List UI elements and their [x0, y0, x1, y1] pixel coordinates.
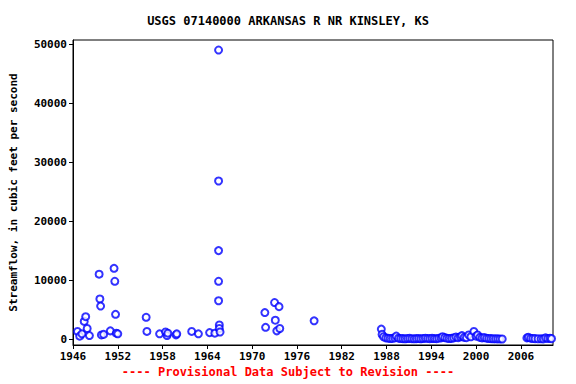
svg-text:---- Provisional Data Subject: ---- Provisional Data Subject to Revisio… — [122, 365, 454, 379]
svg-text:1952: 1952 — [105, 350, 132, 363]
svg-text:1958: 1958 — [149, 350, 176, 363]
svg-text:Streamflow, in cubic feet per: Streamflow, in cubic feet per second — [7, 73, 20, 311]
svg-text:40000: 40000 — [34, 97, 67, 110]
svg-text:30000: 30000 — [34, 156, 67, 169]
svg-text:10000: 10000 — [34, 274, 67, 287]
svg-text:0: 0 — [60, 333, 67, 346]
svg-text:1994: 1994 — [418, 350, 445, 363]
svg-text:1988: 1988 — [373, 350, 400, 363]
svg-text:50000: 50000 — [34, 38, 67, 51]
svg-text:1976: 1976 — [284, 350, 311, 363]
svg-text:1970: 1970 — [239, 350, 266, 363]
svg-text:1982: 1982 — [328, 350, 355, 363]
svg-text:1964: 1964 — [194, 350, 221, 363]
svg-text:20000: 20000 — [34, 215, 67, 228]
svg-text:1946: 1946 — [60, 350, 87, 363]
svg-text:2000: 2000 — [463, 350, 490, 363]
svg-text:2006: 2006 — [508, 350, 535, 363]
svg-text:USGS 07140000 ARKANSAS R NR KI: USGS 07140000 ARKANSAS R NR KINSLEY, KS — [147, 14, 429, 28]
